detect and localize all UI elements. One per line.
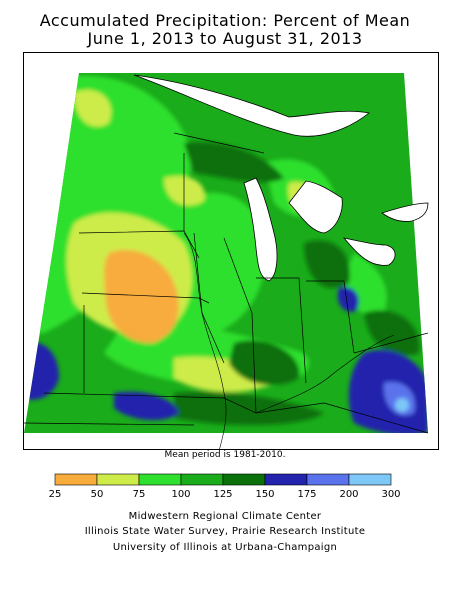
- map-date-range: June 1, 2013 to August 31, 2013: [87, 29, 363, 48]
- legend-swatch: [54, 473, 98, 486]
- legend-tick-labels: 25 50 75 100 125 150 175 200 300: [49, 489, 401, 500]
- legend-tick-label: 125: [213, 489, 232, 500]
- rivers: [183, 232, 395, 449]
- legend-swatch: [138, 473, 182, 486]
- legend-tick-label: 200: [339, 489, 358, 500]
- map-canvas: [24, 73, 429, 449]
- legend-tick-label: 50: [91, 489, 104, 500]
- credit-uiuc: University of Illinois at Urbana-Champai…: [112, 542, 338, 553]
- credit-mrcc: Midwestern Regional Climate Center: [128, 511, 322, 522]
- credit-isws: Illinois State Water Survey, Prairie Res…: [84, 526, 366, 537]
- legend-tick-label: 300: [381, 489, 400, 500]
- state-borders: [24, 132, 429, 434]
- legend: 25 50 75 100 125 150 175 200 300: [49, 473, 401, 500]
- legend-tick-label: 150: [255, 489, 274, 500]
- legend-swatches: [54, 473, 392, 486]
- mean-period-note: Mean period is 1981-2010.: [164, 450, 286, 460]
- map-title: Accumulated Precipitation: Percent of Me…: [39, 11, 411, 30]
- legend-swatch: [306, 473, 350, 486]
- legend-swatch: [222, 473, 266, 486]
- precipitation-map: [23, 52, 439, 450]
- legend-tick-label: 75: [133, 489, 146, 500]
- great-lakes: [133, 74, 429, 282]
- legend-swatch: [264, 473, 308, 486]
- legend-tick-label: 25: [49, 489, 62, 500]
- legend-swatch: [96, 473, 140, 486]
- legend-swatch: [348, 473, 392, 486]
- legend-swatch: [180, 473, 224, 486]
- legend-tick-label: 175: [297, 489, 316, 500]
- legend-tick-label: 100: [171, 489, 190, 500]
